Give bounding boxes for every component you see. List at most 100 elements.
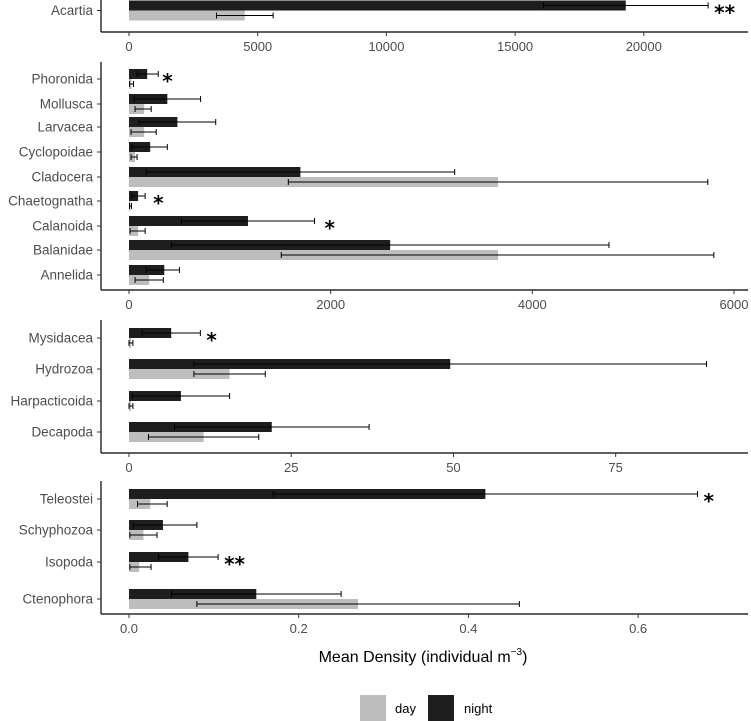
x-tick-label: 10000 (368, 39, 404, 54)
error-bar-day-annelida (134, 277, 164, 283)
row-phoronida: Phoronida (31, 69, 159, 89)
x-tick-label: 20000 (626, 39, 662, 54)
x-tick-label: 0.0 (120, 621, 138, 636)
category-label-ctenophora: Ctenophora (22, 592, 93, 607)
significance-marker-teleostei: * (704, 489, 715, 513)
row-harpacticoida: Harpacticoida (10, 391, 231, 411)
x-tick-label: 0.4 (459, 621, 477, 636)
category-label-chaetognatha: Chaetognatha (8, 194, 93, 209)
x-tick-label: 0 (125, 39, 132, 54)
error-bar-day-decapoda (147, 434, 260, 440)
row-mollusca: Mollusca (40, 94, 202, 114)
legend-label-day: day (395, 701, 416, 716)
category-label-balanidae: Balanidae (33, 243, 93, 258)
significance-marker-mysidacea: * (206, 328, 217, 352)
error-bar-night-ctenophora (170, 591, 342, 597)
legend-label-night: night (464, 701, 493, 716)
panel-2: Phoronida Mollusca Larvacea Cyclopoidae Clad… (8, 62, 748, 312)
row-acartia: Acartia (51, 0, 709, 21)
x-tick-label: 15000 (497, 39, 533, 54)
x-tick-label: 4000 (518, 297, 547, 312)
x-tick-label: 50 (446, 460, 460, 475)
x-axis-title-exponent: −3 (511, 647, 523, 658)
error-bar-day-cyclopoidae (130, 154, 138, 160)
error-bar-day-harpacticoida (128, 403, 134, 409)
error-bar-night-isopoda (158, 554, 219, 560)
significance-marker-acartia: ** (714, 1, 735, 25)
error-bar-night-teleostei (272, 491, 699, 497)
error-bar-night-calanoida (180, 218, 316, 224)
bar-night-acartia (129, 0, 626, 11)
bar-day-acartia (129, 10, 245, 21)
error-bar-night-decapoda (173, 424, 370, 430)
category-label-schyphozoa: Schyphozoa (19, 523, 94, 538)
significance-marker-chaetognatha: * (153, 191, 164, 215)
error-bar-day-larvacea (130, 129, 157, 135)
error-bar-day-acartia (216, 12, 274, 19)
error-bar-day-chaetognatha (129, 203, 133, 209)
error-bar-night-harpacticoida (131, 393, 231, 399)
legend-item-night: night (428, 695, 493, 721)
row-schyphozoa: Schyphozoa (19, 520, 198, 540)
row-cladocera: Cladocera (31, 167, 709, 187)
x-tick-label: 0 (125, 297, 132, 312)
row-hydrozoa: Hydrozoa (35, 359, 708, 379)
row-mysidacea: Mysidacea (28, 328, 201, 348)
error-bar-day-phoronida (129, 81, 135, 87)
panel-3: Mysidacea Hydrozoa Harpacticoida Decapoda * 0… (10, 320, 748, 475)
significance-marker-phoronida: * (162, 69, 173, 93)
error-bar-night-acartia (542, 2, 709, 9)
category-label-phoronida: Phoronida (31, 72, 93, 87)
error-bar-night-mysidacea (141, 330, 201, 336)
category-label-cyclopoidae: Cyclopoidae (19, 145, 93, 160)
error-bar-day-ctenophora (196, 601, 520, 607)
category-label-larvacea: Larvacea (37, 120, 93, 135)
x-tick-label: 0 (125, 460, 132, 475)
legend-item-day: day (360, 695, 416, 721)
error-bar-night-schyphozoa (132, 522, 198, 528)
legend-swatch-night (428, 695, 454, 721)
error-bar-night-annelida (145, 267, 180, 273)
error-bar-night-cladocera (145, 169, 456, 175)
error-bar-day-isopoda (129, 564, 152, 570)
panels: Acartia **0 5000 10000 15000 20000PhoronidaMo… (8, 0, 748, 636)
row-chaetognatha: Chaetognatha (8, 191, 146, 211)
x-axis-title: Mean Density (individual m−3) (319, 647, 528, 666)
row-cyclopoidae: Cyclopoidae (19, 142, 168, 162)
row-annelida: Annelida (40, 265, 180, 285)
x-tick-label: 2000 (316, 297, 345, 312)
x-axis-title-main: Mean Density (individual m (319, 649, 511, 666)
error-bar-night-cyclopoidae (131, 144, 168, 150)
significance-marker-calanoida: * (325, 216, 336, 240)
x-tick-label: 0.6 (629, 621, 647, 636)
category-label-teleostei: Teleostei (40, 492, 93, 507)
legend-swatch-day (360, 695, 386, 721)
significance-marker-isopoda: ** (224, 552, 245, 576)
error-bar-day-mysidacea (128, 340, 134, 346)
bar-day-hydrozoa (129, 369, 230, 379)
category-label-harpacticoida: Harpacticoida (10, 394, 93, 409)
error-bar-night-mollusca (133, 96, 202, 102)
error-bar-day-hydrozoa (193, 371, 266, 377)
row-decapoda: Decapoda (31, 422, 370, 442)
error-bar-day-balanidae (280, 252, 715, 258)
category-label-mysidacea: Mysidacea (28, 331, 93, 346)
error-bar-day-schyphozoa (129, 532, 158, 538)
category-label-mollusca: Mollusca (40, 97, 94, 112)
x-tick-label: 25 (284, 460, 298, 475)
error-bar-night-chaetognatha (131, 193, 146, 199)
panel-1: Acartia ** 0 5000 10000 15000 20000 (51, 0, 748, 54)
error-bar-night-larvacea (138, 119, 217, 125)
category-label-annelida: Annelida (40, 268, 93, 283)
row-larvacea: Larvacea (37, 117, 217, 137)
error-bar-day-mollusca (134, 106, 152, 112)
x-tick-label: 5000 (243, 39, 272, 54)
category-label-hydrozoa: Hydrozoa (35, 362, 93, 377)
category-label-calanoida: Calanoida (32, 219, 93, 234)
row-calanoida: Calanoida (32, 216, 316, 236)
error-bar-night-hydrozoa (193, 361, 708, 367)
category-label-cladocera: Cladocera (31, 170, 93, 185)
error-bar-night-phoronida (136, 71, 159, 77)
